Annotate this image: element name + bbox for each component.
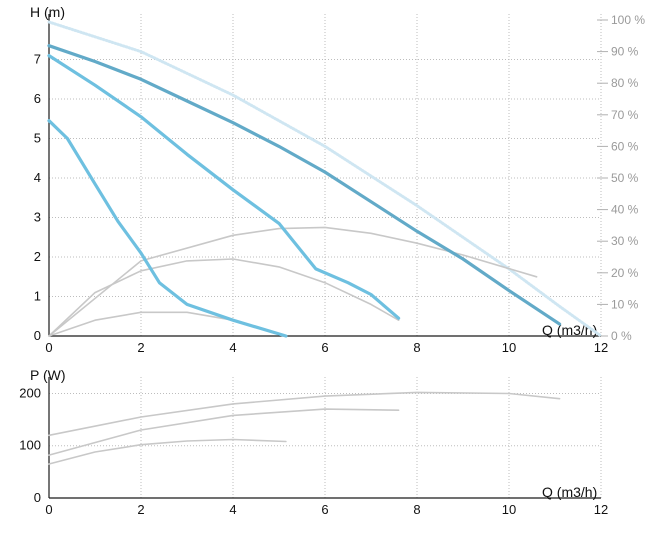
y-tick-label: 200: [19, 385, 41, 400]
power-line: [48, 438, 287, 465]
x-tick-label: 12: [594, 502, 608, 517]
pump-curve-line: [47, 44, 562, 326]
right-axis-tick-label: 30 %: [611, 234, 639, 248]
max-curve-line: [47, 20, 603, 338]
right-axis-tick-label: 90 %: [611, 45, 639, 59]
pump-curve-line: [47, 54, 401, 320]
right-axis-tick-label: 60 %: [611, 139, 639, 153]
x-tick-label: 10: [502, 502, 516, 517]
y-tick-label: 0: [34, 490, 41, 505]
y-axis-title: P (W): [30, 367, 66, 383]
x-tick-label: 6: [321, 340, 328, 355]
right-axis-tick-label: 20 %: [611, 266, 639, 280]
x-tick-label: 0: [45, 340, 52, 355]
x-tick-label: 0: [45, 502, 52, 517]
x-tick-label: 8: [413, 502, 420, 517]
right-axis-tick-label: 10 %: [611, 297, 639, 311]
y-tick-label: 5: [34, 131, 41, 146]
right-axis-tick-label: 70 %: [611, 108, 639, 122]
efficiency-line: [48, 226, 538, 337]
right-axis-tick-label: 50 %: [611, 171, 639, 185]
y-axis-title: H (m): [30, 4, 65, 20]
y-tick-label: 6: [34, 91, 41, 106]
x-tick-label: 8: [413, 340, 420, 355]
power-line: [48, 408, 400, 456]
y-tick-label: 2: [34, 249, 41, 264]
right-axis-tick-label: 80 %: [611, 76, 639, 90]
x-tick-label: 4: [229, 502, 236, 517]
efficiency-line: [48, 258, 400, 337]
power-line: [48, 391, 561, 437]
y-tick-label: 1: [34, 289, 41, 304]
pump-curve-line: [47, 119, 288, 338]
y-tick-label: 3: [34, 210, 41, 225]
y-tick-label: 0: [34, 328, 41, 343]
y-tick-label: 100: [19, 438, 41, 453]
x-axis-title: Q (m3/h): [542, 484, 597, 500]
x-tick-label: 10: [502, 340, 516, 355]
x-tick-label: 2: [137, 340, 144, 355]
y-tick-label: 4: [34, 170, 41, 185]
x-tick-label: 4: [229, 340, 236, 355]
right-axis-tick-label: 0 %: [611, 329, 632, 343]
right-axis-tick-label: 40 %: [611, 203, 639, 217]
x-axis-title: Q (m3/h): [542, 322, 597, 338]
x-tick-label: 12: [594, 340, 608, 355]
x-tick-label: 6: [321, 502, 328, 517]
right-axis-tick-label: 100 %: [611, 13, 645, 27]
x-tick-label: 2: [137, 502, 144, 517]
y-tick-label: 7: [34, 52, 41, 67]
